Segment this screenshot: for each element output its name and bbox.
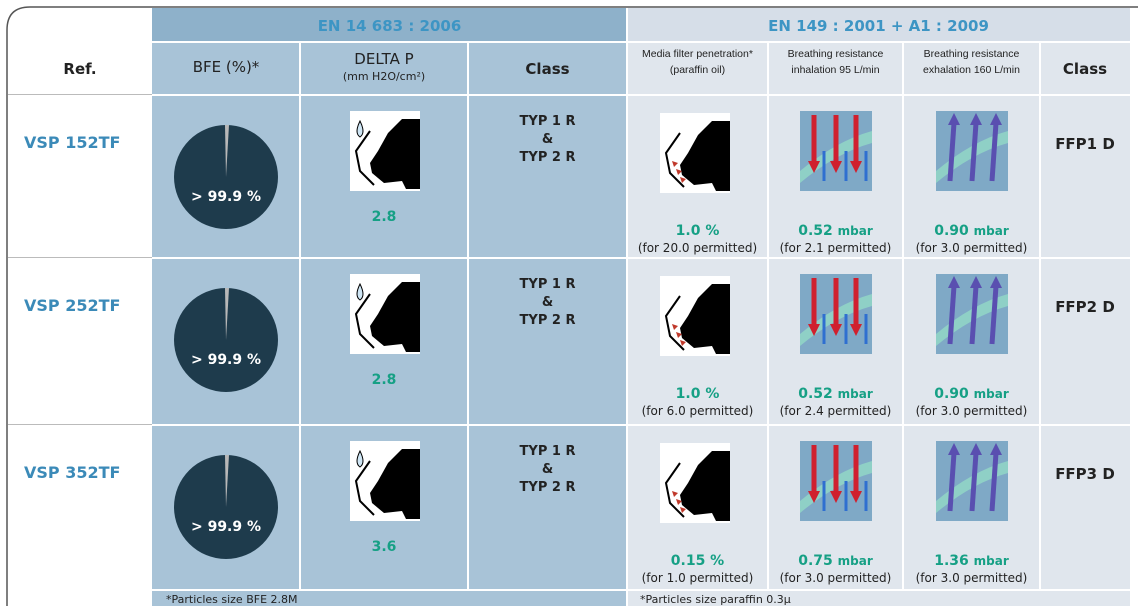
footnote: *Particles size BFE 2.8M	[166, 593, 466, 606]
class: TYP 1 R&TYP 2 R	[468, 113, 627, 167]
inhalation-note: (for 2.1 permitted)	[768, 241, 903, 255]
column-subheader: (mm H2O/cm²)	[300, 70, 468, 83]
delta-p: 2.8	[300, 372, 468, 388]
penetration-value: 1.0 %	[627, 386, 768, 402]
exhalation-value: 0.90 mbar	[903, 223, 1040, 239]
class: FFP1 D	[1040, 135, 1130, 153]
exhalation-note: (for 3.0 permitted)	[903, 571, 1040, 585]
column-subheader: exhalation 160 L/min	[903, 64, 1040, 76]
class: TYP 1 R&TYP 2 R	[468, 443, 627, 497]
text: 1.36	[934, 553, 969, 569]
pie-label: > 99.9 %	[152, 189, 300, 205]
ref: VSP 152TF	[24, 133, 144, 152]
drop-face-icon	[350, 274, 420, 354]
pie-label: > 99.9 %	[152, 352, 300, 368]
column-header: Class	[468, 60, 627, 78]
penetration-value: 0.15 %	[627, 553, 768, 569]
inhalation-value: 0.52 mbar	[768, 223, 903, 239]
text: mbar	[974, 554, 1009, 568]
column-header: Media filter penetration*	[627, 48, 768, 60]
standard-title: EN 149 : 2001 + A1 : 2009	[627, 17, 1130, 35]
pie	[174, 288, 278, 392]
inhalation-note: (for 3.0 permitted)	[768, 571, 903, 585]
column-header: BFE (%)*	[152, 58, 300, 76]
class: FFP3 D	[1040, 465, 1130, 483]
text: TYP 1 R	[468, 276, 627, 294]
exhalation-value: 1.36 mbar	[903, 553, 1040, 569]
column-header: Breathing resistance	[903, 48, 1040, 60]
filter-icon	[800, 274, 872, 354]
inhalation-value: 0.75 mbar	[768, 553, 903, 569]
exhalation-note: (for 3.0 permitted)	[903, 404, 1040, 418]
exhalation-value: 0.90 mbar	[903, 386, 1040, 402]
footnote: *Particles size paraffin 0.3μ	[640, 593, 940, 606]
text: mbar	[838, 554, 873, 568]
class: TYP 1 R&TYP 2 R	[468, 276, 627, 330]
column-subheader: inhalation 95 L/min	[768, 64, 903, 76]
column-header: DELTA P	[300, 50, 468, 68]
text: &	[468, 461, 627, 479]
pie	[174, 125, 278, 229]
penetration-note: (for 1.0 permitted)	[627, 571, 768, 585]
exhalation-note: (for 3.0 permitted)	[903, 241, 1040, 255]
delta-p: 2.8	[300, 209, 468, 225]
drop-face-icon	[350, 111, 420, 191]
delta-p: 3.6	[300, 539, 468, 555]
column-header: Ref.	[8, 60, 152, 78]
text: 0.52	[798, 386, 833, 402]
text: 0.52	[798, 223, 833, 239]
text: TYP 2 R	[468, 149, 627, 167]
penetration-value: 1.0 %	[627, 223, 768, 239]
text: mbar	[838, 224, 873, 238]
filter-icon	[936, 111, 1008, 191]
face-icon	[660, 276, 730, 356]
text: TYP 1 R	[468, 113, 627, 131]
penetration-note: (for 20.0 permitted)	[627, 241, 768, 255]
pie	[174, 455, 278, 559]
filter-icon	[936, 441, 1008, 521]
face-icon	[660, 443, 730, 523]
filter-icon	[800, 111, 872, 191]
text: mbar	[974, 387, 1009, 401]
class: FFP2 D	[1040, 298, 1130, 316]
text: TYP 2 R	[468, 479, 627, 497]
ref: VSP 252TF	[24, 296, 144, 315]
penetration-note: (for 6.0 permitted)	[627, 404, 768, 418]
column-header: Class	[1040, 60, 1130, 78]
text: TYP 1 R	[468, 443, 627, 461]
face-icon	[660, 113, 730, 193]
drop-face-icon	[350, 441, 420, 521]
text: 0.90	[934, 223, 969, 239]
column-header: Breathing resistance	[768, 48, 903, 60]
text: mbar	[974, 224, 1009, 238]
text: mbar	[838, 387, 873, 401]
text: TYP 2 R	[468, 312, 627, 330]
text: 0.90	[934, 386, 969, 402]
filter-icon	[800, 441, 872, 521]
ref: VSP 352TF	[24, 463, 144, 482]
inhalation-note: (for 2.4 permitted)	[768, 404, 903, 418]
pie-label: > 99.9 %	[152, 519, 300, 535]
page: EN 14 683 : 2006EN 149 : 2001 + A1 : 200…	[0, 0, 1138, 606]
filter-icon	[936, 274, 1008, 354]
text: &	[468, 131, 627, 149]
standard-title: EN 14 683 : 2006	[152, 17, 627, 35]
inhalation-value: 0.52 mbar	[768, 386, 903, 402]
column-subheader: (paraffin oil)	[627, 64, 768, 76]
text: 0.75	[798, 553, 833, 569]
text: &	[468, 294, 627, 312]
